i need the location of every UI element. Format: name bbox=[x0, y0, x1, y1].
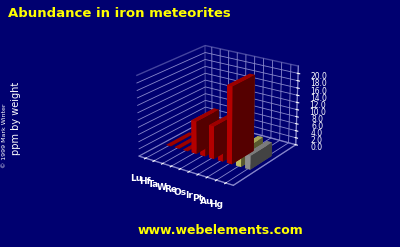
Text: Abundance in iron meteorites: Abundance in iron meteorites bbox=[8, 7, 231, 21]
Text: ppm by weight: ppm by weight bbox=[11, 82, 21, 155]
Text: © 1999 Mark Winter: © 1999 Mark Winter bbox=[2, 103, 7, 168]
Text: www.webelements.com: www.webelements.com bbox=[137, 224, 303, 237]
